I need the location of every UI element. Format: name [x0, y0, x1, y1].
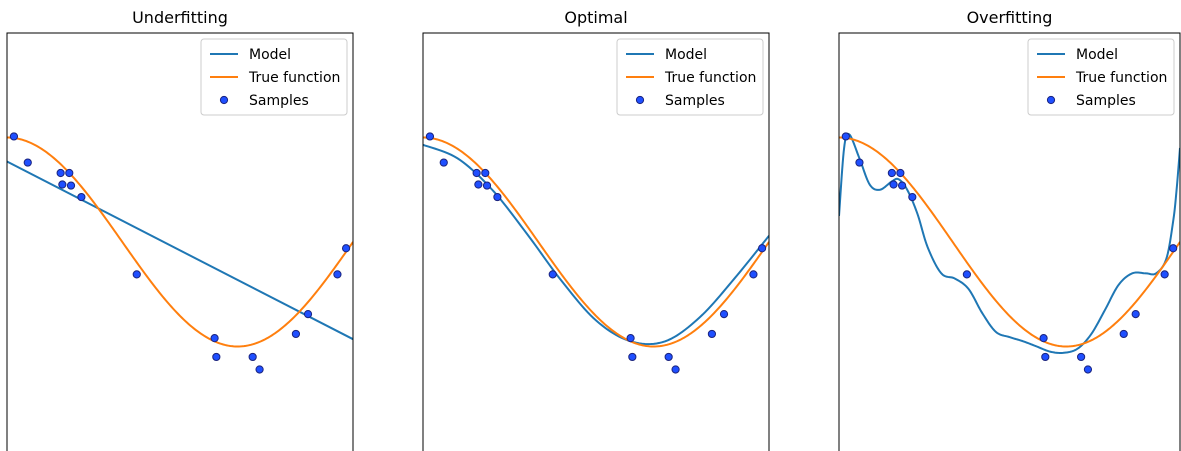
sample-point [1077, 352, 1086, 362]
sample-point [439, 158, 448, 167]
sample-point [425, 132, 435, 141]
sample-point [749, 270, 758, 279]
sample-point [23, 158, 32, 167]
true-function-line [423, 136, 769, 348]
legend-swatch-samples [635, 95, 645, 105]
chart-title: Overfitting [967, 8, 1053, 27]
sample-point [908, 192, 917, 202]
sample-point [66, 181, 76, 190]
sample-point [1083, 365, 1093, 374]
chart-panel-2: Overfitting Model True function Samples [838, 8, 1181, 451]
sample-point [482, 181, 492, 190]
plot-area [7, 132, 353, 374]
sample-point [887, 168, 896, 178]
sample-point [664, 352, 673, 362]
sample-point [210, 334, 219, 343]
legend-label: Model [665, 47, 707, 63]
legend-box [200, 38, 348, 116]
sample-point [1160, 270, 1169, 279]
sample-point [132, 270, 141, 279]
sample-point [719, 310, 729, 319]
sample-point [1039, 334, 1048, 343]
axes-frame [838, 32, 1181, 451]
legend-label: True function [664, 70, 756, 86]
plot-area [839, 132, 1180, 374]
sample-point [77, 192, 86, 202]
sample-point [889, 180, 898, 189]
sample-point [628, 352, 637, 362]
legend: Model True function Samples [616, 38, 764, 116]
sample-point [9, 132, 19, 141]
sample-point [472, 168, 481, 178]
axes-frame [422, 32, 770, 451]
sample-point [626, 334, 635, 343]
true-function-line [7, 136, 353, 348]
sample-point [855, 158, 864, 167]
sample-point [1041, 352, 1050, 362]
chart-title: Underfitting [132, 8, 228, 27]
chart-panel-1: Optimal Model True function Samples [422, 8, 770, 451]
legend-box [616, 38, 764, 116]
sample-point [1131, 310, 1140, 319]
sample-point [56, 168, 65, 178]
plot-area [423, 132, 769, 374]
sample-point [841, 132, 850, 141]
legend-label: Samples [665, 93, 725, 109]
sample-point [474, 180, 483, 189]
chart-panel-0: Underfitting Model True function Samples [6, 8, 354, 451]
sample-point [65, 168, 74, 178]
legend-label: True function [1075, 70, 1167, 86]
sample-point [962, 270, 971, 279]
sample-point [707, 329, 717, 339]
sample-point [896, 168, 905, 178]
legend-label: Samples [249, 93, 309, 109]
sample-point [757, 244, 767, 253]
legend-label: Model [249, 47, 291, 63]
sample-point [255, 365, 264, 374]
legend-swatch-samples [1046, 95, 1056, 105]
sample-point [333, 270, 342, 279]
sample-point [548, 270, 557, 279]
axes-frame [6, 32, 354, 451]
sample-point [493, 192, 502, 202]
model-line [423, 143, 769, 346]
chart-title: Optimal [564, 8, 627, 27]
model-line [7, 160, 353, 341]
sample-point [291, 329, 301, 339]
legend: Model True function Samples [1027, 38, 1175, 116]
sample-point [897, 181, 907, 190]
sample-point [303, 310, 313, 319]
legend-swatch-samples [219, 95, 229, 105]
legend: Model True function Samples [200, 38, 348, 116]
legend-label: Samples [1076, 93, 1136, 109]
sample-point [58, 180, 67, 189]
sample-point [1169, 244, 1178, 253]
legend-box [1027, 38, 1175, 116]
sample-point [481, 168, 490, 178]
true-function-line [839, 136, 1180, 348]
legend-label: Model [1076, 47, 1118, 63]
sample-point [248, 352, 257, 362]
legend-label: True function [248, 70, 340, 86]
sample-point [1119, 329, 1128, 339]
sample-point [671, 365, 680, 374]
sample-point [212, 352, 221, 362]
model-line [839, 132, 1180, 354]
sample-point [341, 244, 351, 253]
